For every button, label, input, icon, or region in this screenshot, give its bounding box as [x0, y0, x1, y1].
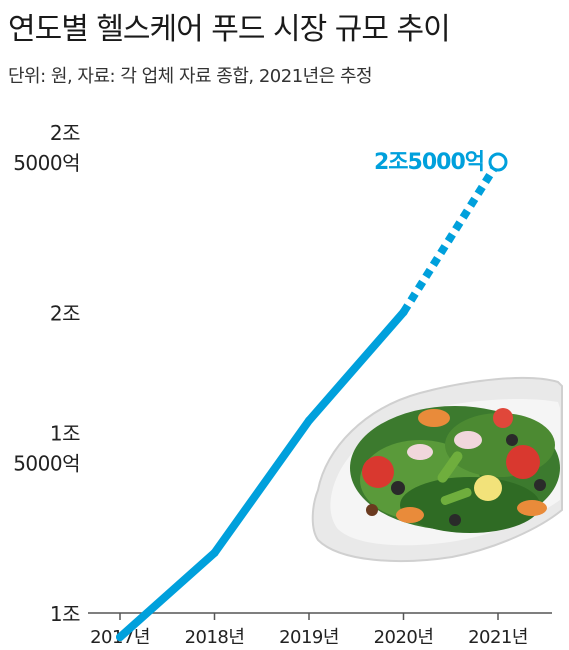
data-point	[305, 416, 313, 425]
series-line-estimate	[400, 159, 502, 315]
data-point	[399, 308, 408, 317]
chart-title: 연도별 헬스케어 푸드 시장 규모 추이	[8, 12, 451, 47]
data-point-endpoint	[488, 152, 508, 172]
chart-subtitle: 단위: 원, 자료: 각 업체 자료 종합, 2021년은 추정	[8, 66, 373, 87]
x-tick-label: 2018년	[185, 627, 245, 648]
callout-label: 2조5000억	[374, 150, 484, 175]
data-points	[116, 152, 508, 642]
salad-plate-illustration	[311, 376, 563, 563]
data-point	[210, 548, 219, 557]
x-axis-ticks: 2017년2018년2019년2020년2021년	[90, 613, 528, 648]
x-tick-label: 2020년	[374, 627, 434, 648]
y-tick-label: 2조 5000억	[13, 121, 80, 175]
data-point	[116, 633, 124, 642]
x-tick-label: 2019년	[279, 627, 339, 648]
y-tick-label: 2조	[50, 301, 80, 325]
series-line-actual	[116, 308, 408, 642]
x-tick-label: 2021년	[468, 627, 528, 648]
y-axis-ticks: 1조 1조 5000억 2조 2조 5000억	[13, 121, 80, 626]
y-tick-label: 1조 5000억	[13, 422, 80, 476]
y-tick-label: 1조	[50, 602, 80, 626]
